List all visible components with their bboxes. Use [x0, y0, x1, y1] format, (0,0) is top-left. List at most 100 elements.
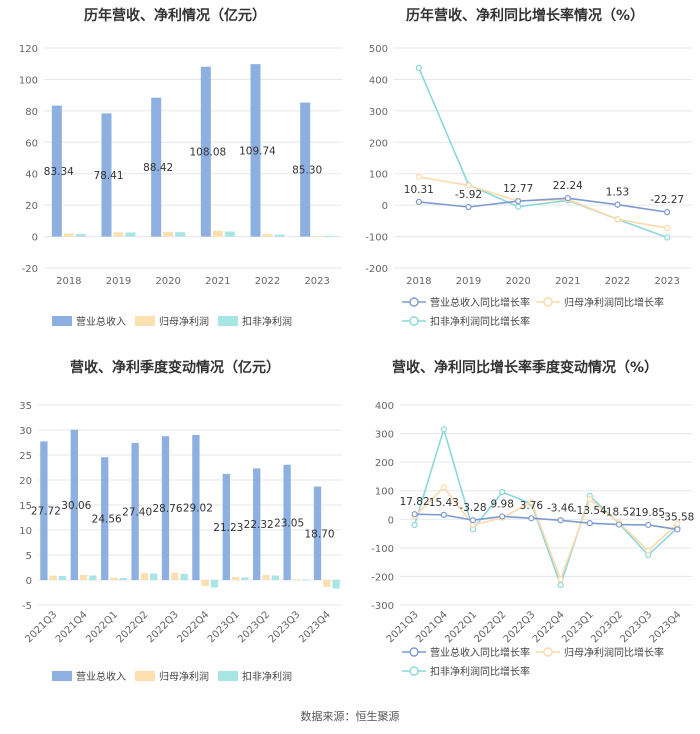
bar	[262, 233, 273, 237]
bar	[180, 574, 188, 580]
legend-swatch	[135, 671, 155, 681]
x-tick-label: 2018	[406, 276, 431, 287]
series-point	[440, 484, 447, 491]
bar	[210, 580, 219, 588]
bar	[302, 579, 310, 581]
legend-swatch	[52, 316, 72, 326]
bar	[192, 434, 200, 580]
series-point	[528, 515, 535, 522]
x-tick-label: 2021Q4	[54, 609, 90, 645]
x-tick-label: 2023Q1	[206, 609, 242, 645]
bar	[212, 230, 223, 237]
bar	[131, 443, 139, 580]
bar	[140, 573, 149, 580]
series-line	[418, 176, 668, 229]
data-label: -19.85	[631, 507, 665, 519]
data-label: -13.54	[573, 505, 607, 517]
data-label: 27.40	[122, 507, 152, 519]
x-tick-label: 2021	[205, 276, 230, 287]
y-tick-label: 5	[26, 551, 32, 562]
data-label: 15.43	[429, 497, 459, 509]
x-tick-label: 2018	[56, 276, 81, 287]
y-tick-label: -300	[371, 601, 394, 612]
series-line	[418, 67, 668, 239]
series-point	[664, 209, 671, 216]
series-point	[415, 64, 422, 71]
x-tick-label: 2023	[304, 276, 329, 287]
bar	[175, 232, 186, 237]
data-label: 21.23	[213, 522, 243, 534]
legend-marker	[409, 666, 419, 676]
series-point	[586, 520, 593, 527]
x-tick-label: 2022Q4	[175, 609, 211, 645]
data-label: 83.34	[44, 166, 74, 178]
data-label: 18.70	[304, 528, 334, 540]
x-tick-label: 2023Q3	[267, 609, 303, 645]
bar	[58, 576, 67, 580]
x-tick-label: 2021	[555, 276, 580, 287]
legend-label: 扣非净利润	[242, 315, 292, 328]
series-point	[499, 513, 506, 520]
y-tick-label: 200	[375, 458, 394, 469]
data-label: 1.53	[606, 187, 629, 199]
y-tick-label: 35	[19, 401, 32, 412]
bar	[274, 234, 285, 237]
legend-label: 营业总收入	[76, 670, 126, 683]
y-tick-label: -200	[365, 264, 388, 275]
quarterly-revenue-profit-chart: 营收、净利季度变动情况（亿元）-5051015202530352021Q3202…	[19, 359, 342, 683]
bar	[222, 473, 230, 580]
x-tick-label: 2022Q3	[145, 609, 181, 645]
series-point	[664, 224, 671, 232]
legend-label: 归母净利润	[159, 670, 209, 683]
series-point	[528, 499, 535, 506]
legend-label: 营业总收入同比增长率	[430, 646, 530, 659]
bar	[200, 66, 211, 237]
y-tick-label: 100	[369, 170, 388, 181]
data-label: 30.06	[61, 500, 91, 512]
series-point	[515, 203, 522, 210]
x-tick-label: 2019	[106, 276, 131, 287]
x-tick-label: 2020	[505, 276, 530, 287]
bar	[171, 572, 179, 580]
series-point	[557, 581, 564, 589]
bar	[271, 575, 279, 580]
data-label: 22.32	[244, 519, 274, 531]
y-tick-label: 300	[369, 107, 388, 118]
bar	[332, 580, 340, 589]
bar	[201, 580, 209, 586]
data-label: 28.76	[152, 503, 182, 515]
y-tick-label: 100	[375, 487, 394, 498]
data-label: 3.76	[520, 500, 544, 512]
series-point	[469, 517, 477, 524]
y-tick-label: 0	[382, 201, 388, 212]
x-tick-label: 2022	[605, 276, 630, 287]
x-tick-label: 2022	[255, 276, 280, 287]
y-tick-label: 500	[369, 44, 388, 55]
bar	[70, 429, 78, 580]
series-point	[615, 521, 623, 528]
y-tick-label: 60	[25, 138, 38, 149]
legend-label: 营业总收入同比增长率	[430, 296, 530, 309]
bar	[63, 233, 74, 237]
legend-marker	[409, 647, 419, 657]
data-label: 12.77	[503, 183, 533, 195]
y-tick-label: -200	[371, 572, 394, 583]
chart-title: 营收、净利季度变动情况（亿元）	[70, 359, 280, 376]
annual-revenue-profit-chart: 历年营收、净利情况（亿元） -20 0 20 40 60 80 100 120 2018 2019 2…	[19, 7, 342, 328]
y-tick-label: -5	[22, 601, 32, 612]
series-point	[564, 195, 571, 202]
y-tick-label: 120	[19, 44, 38, 55]
legend-marker	[543, 297, 553, 307]
legend-label: 归母净利润同比增长率	[564, 296, 664, 309]
bar	[241, 577, 249, 580]
data-label: 24.56	[92, 514, 122, 526]
data-label: 85.30	[292, 165, 322, 177]
legend-swatch	[135, 316, 155, 326]
series-point	[415, 173, 422, 180]
data-label: -22.27	[650, 194, 684, 206]
bar	[300, 102, 311, 237]
bar	[101, 113, 112, 237]
bar	[323, 580, 331, 587]
series-line	[418, 197, 668, 213]
data-label: 9.98	[491, 498, 514, 510]
